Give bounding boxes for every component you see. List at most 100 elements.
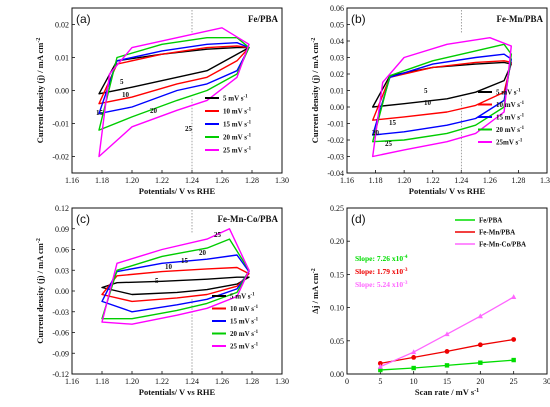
y-tick-label: -0.03	[327, 153, 344, 162]
legend-entry: 25 mV s-1	[223, 147, 252, 155]
y-tick-label: 0.09	[55, 225, 69, 234]
y-tick-label: -0.12	[52, 370, 69, 379]
curve-label: 25	[385, 140, 393, 148]
y-tick-label: 0.00	[55, 87, 69, 96]
legend-entry: 5 mV s-1	[230, 293, 255, 301]
y-tick-label: 0.03	[55, 266, 69, 275]
cv-curve-25-mv-s-1	[101, 228, 250, 325]
x-tick-label: 5	[378, 377, 382, 386]
legend-entry: 25mV s-1	[496, 139, 523, 147]
cv-curve-25mv-s-1	[372, 37, 512, 158]
y-axis-label: Δj / mA cm-2	[310, 268, 320, 313]
legend-entry: 15 mV s-1	[223, 121, 252, 129]
legend-entry: Fe-Mn/PBA	[479, 229, 515, 237]
legend-entry: Fe-Mn-Co/PBA	[479, 241, 526, 249]
x-tick-label: 30	[543, 377, 550, 386]
legend-entry: 20 mV s-1	[496, 126, 525, 134]
y-tick-label: 0.01	[330, 87, 344, 96]
y-tick-label: -0.02	[327, 136, 344, 145]
slope-annotation: Slope: 7.26 x10-4	[355, 254, 408, 263]
x-tick-label: 1.22	[426, 176, 440, 185]
y-tick-label: 0.10	[330, 304, 344, 313]
legend-entry: 5 mV s-1	[496, 89, 521, 97]
x-tick-label: 25	[510, 377, 518, 386]
legend-entry: 25 mV s-1	[230, 343, 259, 351]
x-tick-label: 1.30	[540, 176, 550, 185]
data-point	[444, 349, 450, 354]
y-tick-label: -0.01	[327, 120, 344, 129]
y-tick-label: 0.06	[330, 4, 344, 13]
x-tick-label: 15	[443, 377, 451, 386]
curve-label: 25	[214, 231, 222, 239]
x-tick-label: 20	[476, 377, 484, 386]
data-point	[511, 357, 516, 363]
y-tick-label: 0.04	[330, 37, 344, 46]
legend-entry: 20 mV s-1	[230, 330, 259, 338]
y-tick-label: 0.06	[55, 246, 69, 255]
y-tick-label: 0.02	[55, 21, 69, 30]
panel-a: 1.16 1.18 1.20 1.22 1.24 1.26 1.28 1.30 -0.02 -0.…	[35, 7, 289, 196]
panel-title: Fe-Mn-Co/PBA	[218, 214, 279, 224]
panel-label: (d)	[351, 212, 366, 226]
cv-curve-5-mv-s-1	[101, 276, 250, 296]
data-point	[444, 363, 450, 368]
panel-title: Fe/PBA	[248, 14, 278, 24]
x-tick-label: 1.20	[125, 377, 139, 386]
curve-label: 15	[181, 257, 189, 265]
data-point	[411, 349, 417, 355]
data-point	[377, 363, 383, 369]
curve-label: 15	[389, 119, 397, 127]
x-tick-label: 1.22	[155, 176, 169, 185]
cv-curve-5-mv-s-1	[98, 46, 250, 95]
x-tick-label: 1.26	[215, 176, 229, 185]
y-tick-label: -0.02	[52, 153, 69, 162]
data-point	[411, 365, 416, 371]
x-tick-label: 1.30	[275, 176, 289, 185]
y-tick-label: -0.03	[52, 308, 69, 317]
panel-title: Fe-Mn/PBA	[497, 14, 544, 24]
data-point	[478, 360, 483, 365]
y-tick-label: -0.09	[52, 349, 69, 358]
panel-label: (b)	[351, 12, 366, 26]
curve-label: 20	[372, 129, 380, 137]
panel-label: (a)	[76, 12, 91, 26]
x-tick-label: 0	[345, 377, 349, 386]
y-tick-label: 0.25	[330, 204, 344, 213]
cv-curve-20-mv-s-1	[372, 43, 512, 143]
data-point	[477, 342, 483, 348]
data-point	[444, 331, 450, 337]
y-tick-label: 0.20	[330, 237, 344, 246]
y-tick-label: 0.00	[330, 103, 344, 112]
x-tick-label: 1.16	[65, 377, 79, 386]
y-tick-label: 0.05	[330, 337, 344, 346]
slope-annotation: Slope: 5.24 x10-3	[355, 280, 408, 289]
x-tick-label: 1.18	[369, 176, 383, 185]
y-tick-label: 0.05	[330, 21, 344, 30]
data-point	[411, 355, 417, 360]
y-tick-label: 0.12	[55, 204, 69, 213]
y-axis-label: Current density (j) / mA cm-2	[35, 38, 45, 144]
data-point	[511, 294, 517, 299]
legend-entry: 10 mV s-1	[496, 101, 525, 109]
curve-label: 10	[165, 263, 173, 271]
cv-curve-20-mv-s-1	[101, 238, 250, 320]
x-axis-label: Potentials/ V vs RHE	[139, 387, 216, 397]
x-tick-label: 1.24	[454, 176, 468, 185]
curve-label: 20	[199, 249, 207, 257]
y-tick-label: 0.02	[330, 70, 344, 79]
x-tick-label: 10	[410, 377, 418, 386]
x-tick-label: 1.20	[397, 176, 411, 185]
data-point	[477, 313, 483, 319]
y-tick-label: 0.15	[330, 270, 344, 279]
x-axis-label: Scan rate / mV s-1	[415, 387, 479, 397]
x-tick-label: 1.24	[185, 377, 199, 386]
data-point	[377, 360, 383, 366]
x-axis-label: Potentials/ V vs RHE	[139, 186, 216, 196]
data-point	[511, 337, 517, 342]
x-tick-label: 1.26	[215, 377, 229, 386]
x-tick-label: 1.24	[185, 176, 199, 185]
x-tick-label: 1.26	[483, 176, 497, 185]
x-tick-label: 1.30	[275, 377, 289, 386]
cv-curve-20-mv-s-1	[98, 37, 250, 131]
